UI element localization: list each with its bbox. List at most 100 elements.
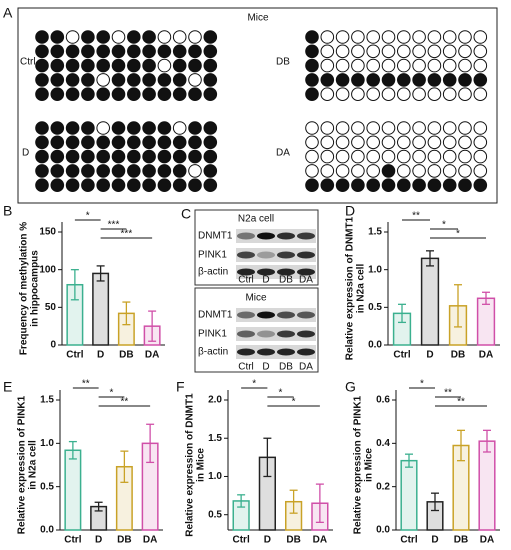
cpg-site (473, 87, 488, 101)
cpg-site (65, 58, 80, 73)
panel-a-frame (17, 7, 498, 204)
cpg-site (172, 121, 187, 135)
cpg-site (351, 44, 365, 59)
cpg-site (366, 135, 381, 150)
blot-band (277, 348, 295, 356)
cpg-site (397, 73, 411, 87)
cpg-site (458, 178, 472, 192)
lane-label: DB (279, 362, 293, 373)
cpg-site (473, 73, 488, 87)
blot-bg (236, 308, 316, 322)
cpg-site (157, 164, 172, 178)
cpg-site (50, 73, 65, 87)
y-tick-label: 2.0 (208, 395, 222, 406)
blot-band (297, 232, 315, 240)
cpg-site (458, 87, 472, 101)
cpg-site (65, 178, 80, 192)
cpg-site (351, 58, 365, 73)
cpg-site (442, 58, 457, 73)
cpg-site (381, 87, 396, 101)
cpg-site (172, 30, 187, 44)
blot-row-label: PINK1 (198, 250, 227, 261)
cpg-site (203, 135, 218, 150)
y-tick-label: 0.5 (40, 481, 54, 492)
cpg-site (442, 73, 457, 87)
y-axis-label: Relative expression of PINK1 (17, 395, 28, 534)
x-tick-label: Ctrl (233, 535, 250, 546)
cpg-site (127, 149, 141, 164)
cpg-site (351, 73, 365, 87)
cpg-site (111, 135, 126, 150)
blot-bg (236, 229, 316, 243)
cpg-site (157, 149, 172, 164)
x-tick-label: DA (480, 535, 494, 546)
cpg-site (442, 149, 457, 164)
y-tick-label: 1.5 (40, 395, 54, 406)
cpg-site (320, 73, 335, 87)
panel-title: Mice (247, 13, 269, 24)
cpg-site (96, 73, 110, 87)
cpg-site (203, 121, 218, 135)
cpg-site (381, 164, 396, 178)
blot-band (257, 232, 275, 240)
cpg-site (127, 121, 141, 135)
blot-band (297, 330, 315, 338)
blot-row-label: β-actin (198, 267, 228, 278)
cpg-site (335, 58, 350, 73)
cpg-site (188, 73, 202, 87)
cpg-site (35, 30, 49, 44)
cpg-site (458, 58, 472, 73)
cpg-site (427, 135, 442, 150)
cpg-site (320, 178, 335, 192)
cpg-site (111, 73, 126, 87)
cpg-site (351, 135, 365, 150)
y-tick-label: 0 (50, 340, 56, 351)
blot-band (277, 311, 295, 319)
group-label: Ctrl (20, 57, 36, 68)
cpg-site (203, 44, 218, 59)
cpg-site (427, 87, 442, 101)
y-tick-label: 1.5 (208, 433, 222, 444)
y-axis-label: Relative expression of PINK1 (353, 395, 364, 534)
cpg-site (127, 178, 141, 192)
cpg-site (96, 135, 110, 150)
cpg-site (65, 44, 80, 59)
cpg-site (320, 87, 335, 101)
x-tick-label: Ctrl (400, 535, 417, 546)
cpg-site (412, 135, 426, 150)
cpg-site (335, 135, 350, 150)
cpg-site (320, 135, 335, 150)
cpg-site (442, 30, 457, 44)
cpg-site (427, 164, 442, 178)
cpg-site (305, 87, 319, 101)
cpg-site (172, 58, 187, 73)
cpg-site (427, 44, 442, 59)
cpg-site (397, 149, 411, 164)
cpg-site (203, 87, 218, 101)
cpg-site (366, 73, 381, 87)
cpg-site (412, 44, 426, 59)
y-tick-label: 50 (45, 302, 57, 313)
cpg-site (188, 87, 202, 101)
cpg-site (305, 58, 319, 73)
y-tick-label: 1.0 (208, 471, 222, 482)
cpg-site (50, 135, 65, 150)
x-tick-label: D (431, 535, 438, 546)
cpg-site (397, 178, 411, 192)
y-tick-label: 0.5 (208, 509, 222, 520)
cpg-site (473, 58, 488, 73)
blot-band (237, 251, 255, 259)
cpg-site (157, 30, 172, 44)
cpg-site (35, 164, 49, 178)
cpg-site (96, 87, 110, 101)
cpg-site (381, 121, 396, 135)
cpg-site (81, 121, 95, 135)
blot-row-label: PINK1 (198, 329, 227, 340)
cpg-site (127, 30, 141, 44)
x-tick-label: DA (479, 350, 493, 361)
blot-band (237, 330, 255, 338)
x-tick-label: DB (117, 535, 131, 546)
blot-band (257, 268, 275, 276)
cpg-site (50, 178, 65, 192)
group-label: DB (276, 57, 290, 68)
